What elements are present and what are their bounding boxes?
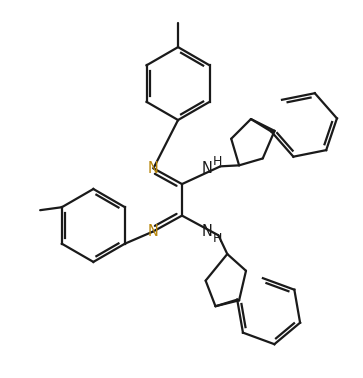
Text: N: N xyxy=(148,161,159,176)
Text: N: N xyxy=(148,224,159,239)
Text: H: H xyxy=(213,232,222,245)
Text: N: N xyxy=(201,224,212,239)
Text: H: H xyxy=(213,155,222,168)
Text: N: N xyxy=(201,161,212,176)
